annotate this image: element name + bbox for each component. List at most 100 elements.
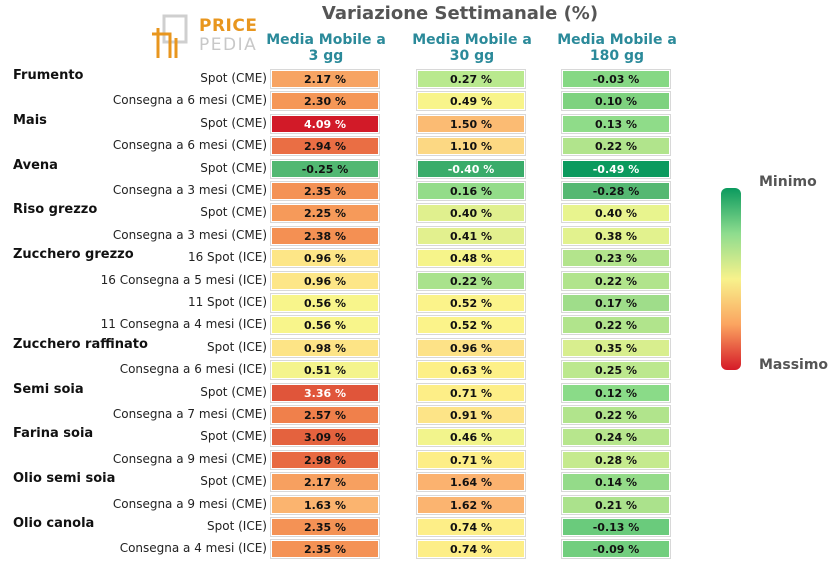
- heatmap-cell: 0.10 %: [561, 91, 671, 112]
- row-label: Consegna a 9 mesi (CME): [112, 496, 267, 511]
- column-header-line: 30 gg: [449, 48, 495, 64]
- heatmap-cell: 3.36 %: [270, 382, 380, 403]
- heatmap-cell: 0.40 %: [416, 203, 526, 224]
- chart-title: Variazione Settimanale (%): [321, 3, 599, 24]
- heatmap-cell: 0.52 %: [416, 293, 526, 313]
- heatmap-cell: 0.71 %: [416, 449, 526, 470]
- group-label: Mais: [13, 112, 47, 128]
- heatmap-cell: 0.22 %: [561, 136, 671, 157]
- heatmap-cell: 0.74 %: [416, 517, 526, 537]
- heatmap-cell: 1.50 %: [416, 113, 526, 134]
- group-label: Semi soia: [13, 381, 84, 397]
- heatmap-cell: 2.35 %: [270, 539, 380, 560]
- heatmap-cell: -0.13 %: [561, 517, 671, 537]
- heatmap-cell: 2.30 %: [270, 91, 380, 112]
- heatmap-cell: 0.35 %: [561, 337, 671, 358]
- row-label: 16 Spot (ICE): [187, 250, 267, 265]
- heatmap-cell: 2.25 %: [270, 203, 380, 224]
- heatmap-cell: 0.71 %: [416, 382, 526, 403]
- heatmap-cell: -0.03 %: [561, 69, 671, 89]
- row-label: Spot (ICE): [207, 519, 267, 533]
- group-label: Zucchero grezzo: [13, 247, 134, 263]
- heatmap-cell: 0.96 %: [270, 248, 380, 269]
- heatmap-cell: 2.98 %: [270, 449, 380, 470]
- row-label: Spot (CME): [200, 429, 267, 444]
- logo-text-pedia: PEDIA: [199, 35, 258, 55]
- heatmap-cell: 2.57 %: [270, 405, 380, 425]
- logo-mark-icon: [152, 14, 188, 58]
- heatmap-cell: -0.49 %: [561, 158, 671, 179]
- row-label: Spot (CME): [200, 160, 267, 175]
- row-label: Consegna a 6 mesi (ICE): [119, 362, 267, 377]
- heatmap-cell: 0.28 %: [561, 449, 671, 470]
- heatmap-cell: 0.22 %: [416, 270, 526, 291]
- heatmap-cell: 0.49 %: [416, 91, 526, 112]
- heatmap-cell: 0.91 %: [416, 405, 526, 425]
- row-label: Consegna a 6 mesi (CME): [112, 93, 267, 108]
- row-label: Spot (CME): [200, 384, 267, 399]
- column-header-2: Media Mobile a 180 gg: [547, 32, 687, 64]
- row-label: 11 Consegna a 4 mesi (ICE): [100, 317, 267, 332]
- heatmap-cell: 0.52 %: [416, 315, 526, 336]
- group-label: Frumento: [13, 68, 84, 83]
- heatmap-cell: 1.63 %: [270, 494, 380, 515]
- row-label: 16 Consegna a 5 mesi (ICE): [100, 272, 267, 287]
- heatmap-cell: 0.46 %: [416, 427, 526, 448]
- group-label: Riso grezzo: [13, 202, 98, 218]
- heatmap-cell: 0.41 %: [416, 225, 526, 246]
- column-header-line: Media Mobile a: [266, 32, 386, 48]
- row-label: 11 Spot (ICE): [187, 295, 267, 309]
- heatmap-cell: -0.09 %: [561, 539, 671, 560]
- heatmap-cell: 2.17 %: [270, 69, 380, 89]
- column-header-line: Media Mobile a: [557, 32, 677, 48]
- heatmap-cell: 0.96 %: [416, 337, 526, 358]
- row-label: Spot (CME): [200, 71, 267, 85]
- heatmap-cell: 1.64 %: [416, 472, 526, 493]
- heatmap-cell: 0.27 %: [416, 69, 526, 89]
- row-label: Spot (CME): [200, 474, 267, 489]
- logo-text-price: PRICE: [199, 16, 258, 36]
- heatmap-cell: 3.09 %: [270, 427, 380, 448]
- heatmap-cell: -0.40 %: [416, 158, 526, 179]
- row-label: Consegna a 3 mesi (CME): [112, 183, 267, 197]
- heatmap-cell: 0.23 %: [561, 248, 671, 269]
- group-label: Olio semi soia: [13, 471, 116, 487]
- heatmap-cell: 0.74 %: [416, 539, 526, 560]
- group-label: Olio canola: [13, 516, 95, 531]
- heatmap-cell: 1.62 %: [416, 494, 526, 515]
- heatmap-cell: 0.17 %: [561, 293, 671, 313]
- heatmap-cell: 2.17 %: [270, 472, 380, 493]
- heatmap-cell: 0.40 %: [561, 203, 671, 224]
- heatmap-cell: 0.56 %: [270, 315, 380, 336]
- heatmap-cell: 1.10 %: [416, 136, 526, 157]
- column-header-1: Media Mobile a 30 gg: [402, 32, 542, 64]
- column-header-line: 180 gg: [589, 48, 645, 64]
- row-label: Spot (CME): [200, 115, 267, 130]
- heatmap-cell: 2.35 %: [270, 517, 380, 537]
- row-label: Spot (CME): [200, 205, 267, 220]
- heatmap-cell: 0.16 %: [416, 181, 526, 201]
- legend-max-label: Massimo: [759, 357, 829, 373]
- row-label: Consegna a 7 mesi (CME): [112, 407, 267, 421]
- heatmap-cell: 0.51 %: [270, 360, 380, 381]
- heatmap-cell: 0.56 %: [270, 293, 380, 313]
- heatmap-cell: 0.98 %: [270, 337, 380, 358]
- row-label: Consegna a 9 mesi (CME): [112, 451, 267, 466]
- row-label: Consegna a 4 mesi (ICE): [119, 541, 267, 556]
- heatmap-cell: 0.38 %: [561, 225, 671, 246]
- heatmap-cell: 2.94 %: [270, 136, 380, 157]
- column-header-line: 3 gg: [308, 48, 344, 64]
- heatmap-cell: 0.12 %: [561, 382, 671, 403]
- heatmap-cell: 0.21 %: [561, 494, 671, 515]
- heatmap-cell: 0.63 %: [416, 360, 526, 381]
- heatmap-cell: 0.14 %: [561, 472, 671, 493]
- row-label: Spot (ICE): [207, 339, 267, 354]
- heatmap-cell: 0.96 %: [270, 270, 380, 291]
- group-label: Farina soia: [13, 426, 94, 442]
- row-label: Consegna a 6 mesi (CME): [112, 138, 267, 153]
- heatmap-cell: -0.25 %: [270, 158, 380, 179]
- heatmap-cell: 0.25 %: [561, 360, 671, 381]
- group-label: Avena: [13, 157, 58, 173]
- heatmap-cell: 0.48 %: [416, 248, 526, 269]
